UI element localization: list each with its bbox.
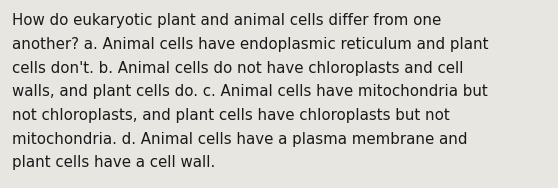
Text: mitochondria. d. Animal cells have a plasma membrane and: mitochondria. d. Animal cells have a pla… (12, 132, 468, 147)
Text: How do eukaryotic plant and animal cells differ from one: How do eukaryotic plant and animal cells… (12, 13, 441, 28)
Text: cells don't. b. Animal cells do not have chloroplasts and cell: cells don't. b. Animal cells do not have… (12, 61, 464, 76)
Text: plant cells have a cell wall.: plant cells have a cell wall. (12, 155, 215, 170)
Text: another? a. Animal cells have endoplasmic reticulum and plant: another? a. Animal cells have endoplasmi… (12, 37, 489, 52)
Text: not chloroplasts, and plant cells have chloroplasts but not: not chloroplasts, and plant cells have c… (12, 108, 450, 123)
Text: walls, and plant cells do. c. Animal cells have mitochondria but: walls, and plant cells do. c. Animal cel… (12, 84, 488, 99)
